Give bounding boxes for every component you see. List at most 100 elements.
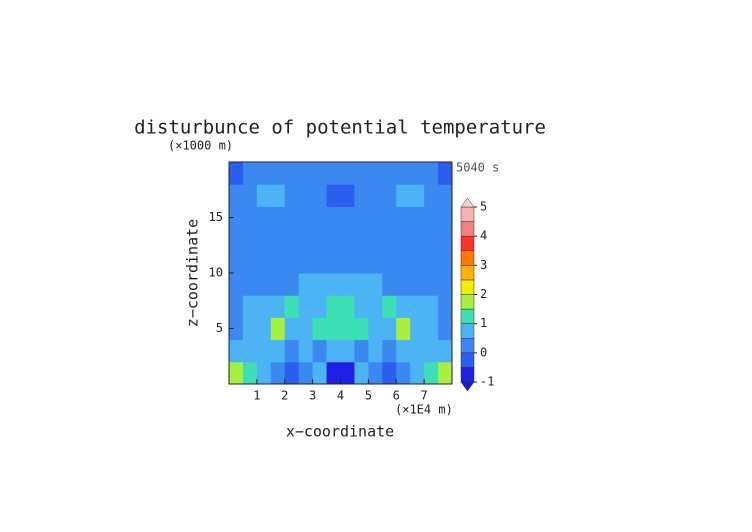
- field-cell: [340, 250, 355, 274]
- field-cell: [354, 184, 369, 207]
- y-tick-label: 10: [209, 266, 223, 280]
- field-cell: [438, 228, 453, 252]
- field-cell: [312, 317, 328, 341]
- field-cell: [229, 273, 244, 296]
- field-cell: [284, 206, 300, 230]
- field-cell: [312, 273, 328, 296]
- field-cell: [382, 228, 397, 252]
- field-cell: [382, 295, 397, 318]
- field-cell: [326, 184, 341, 207]
- colorbar-over: [460, 197, 475, 208]
- colorbar-tick-label: 0: [480, 345, 487, 359]
- field-cell: [242, 250, 258, 274]
- field-cell: [242, 228, 258, 252]
- colorbar-band: [460, 206, 475, 222]
- x-tick-label: 3: [309, 389, 316, 403]
- colorbar-tick-label: -1: [480, 375, 494, 389]
- field-cell: [354, 273, 369, 296]
- field-cell: [354, 339, 369, 363]
- field-cell: [410, 361, 425, 385]
- field-cell: [396, 250, 411, 274]
- field-cell: [284, 317, 300, 341]
- field-cell: [340, 295, 355, 318]
- field-cell: [298, 317, 314, 341]
- time-label: 5040 s: [456, 161, 499, 175]
- field-cell: [326, 295, 341, 318]
- field-cell: [312, 250, 328, 274]
- field-cell: [438, 361, 453, 385]
- field-cell: [270, 295, 286, 318]
- field: [229, 162, 453, 385]
- axes: 1 2 3 4 5 6 7 5 10 15: [209, 161, 453, 403]
- field-cell: [354, 206, 369, 230]
- colorbar-band: [460, 323, 475, 339]
- field-cell: [438, 295, 453, 318]
- field-cell: [410, 228, 425, 252]
- colorbar-band: [460, 250, 475, 266]
- field-cell: [424, 317, 439, 341]
- colorbar-tick-label: 3: [480, 258, 487, 272]
- field-cell: [229, 250, 244, 274]
- field-cell: [229, 339, 244, 363]
- field-cell: [396, 206, 411, 230]
- field-cell: [298, 206, 314, 230]
- field-cell: [229, 361, 244, 385]
- x-tick-label: 7: [421, 389, 428, 403]
- field-cell: [424, 295, 439, 318]
- field-cell: [270, 228, 286, 252]
- field-cell: [438, 273, 453, 296]
- field-cell: [340, 206, 355, 230]
- field-cell: [229, 184, 244, 207]
- colorbar-band: [460, 294, 475, 310]
- chart-title: disturbunce of potential temperature: [134, 117, 546, 139]
- colorbar-under: [460, 381, 475, 392]
- colorbar-band: [460, 352, 475, 368]
- field-cell: [298, 361, 314, 385]
- x-unit: (×1E4 m): [395, 403, 453, 417]
- field-cell: [410, 295, 425, 318]
- field-cell: [368, 250, 383, 274]
- field-cell: [368, 361, 383, 385]
- field-cell: [382, 361, 397, 385]
- field-cell: [242, 273, 258, 296]
- field-cell: [256, 361, 272, 385]
- field-cell: [312, 162, 328, 185]
- field-cell: [340, 273, 355, 296]
- colorbar-band: [460, 279, 475, 295]
- field-cell: [256, 273, 272, 296]
- field-cell: [326, 206, 341, 230]
- x-tick-label: 6: [393, 389, 400, 403]
- colorbar-band: [460, 338, 475, 354]
- colorbar-band: [460, 367, 475, 383]
- field-cell: [298, 184, 314, 207]
- field-cell: [242, 206, 258, 230]
- field-cell: [382, 184, 397, 207]
- field-cell: [256, 339, 272, 363]
- field-cell: [242, 339, 258, 363]
- field-cell: [368, 339, 383, 363]
- field-cell: [424, 206, 439, 230]
- field-cell: [229, 162, 244, 185]
- field-cell: [298, 228, 314, 252]
- field-cell: [312, 295, 328, 318]
- field-cell: [242, 162, 258, 185]
- field-cell: [424, 228, 439, 252]
- field-cell: [424, 184, 439, 207]
- colorbar-band: [460, 308, 475, 324]
- field-cell: [368, 162, 383, 185]
- field-cell: [312, 361, 328, 385]
- field-cell: [256, 317, 272, 341]
- field-cell: [284, 361, 300, 385]
- field-cell: [326, 339, 341, 363]
- field-cell: [326, 228, 341, 252]
- field-cell: [229, 295, 244, 318]
- field-cell: [354, 317, 369, 341]
- field-cell: [396, 317, 411, 341]
- field-cell: [298, 273, 314, 296]
- field-cell: [284, 162, 300, 185]
- colorbar-tick-label: 4: [480, 229, 487, 243]
- field-cell: [256, 162, 272, 185]
- field-cell: [438, 317, 453, 341]
- field-cell: [284, 339, 300, 363]
- field-cell: [284, 228, 300, 252]
